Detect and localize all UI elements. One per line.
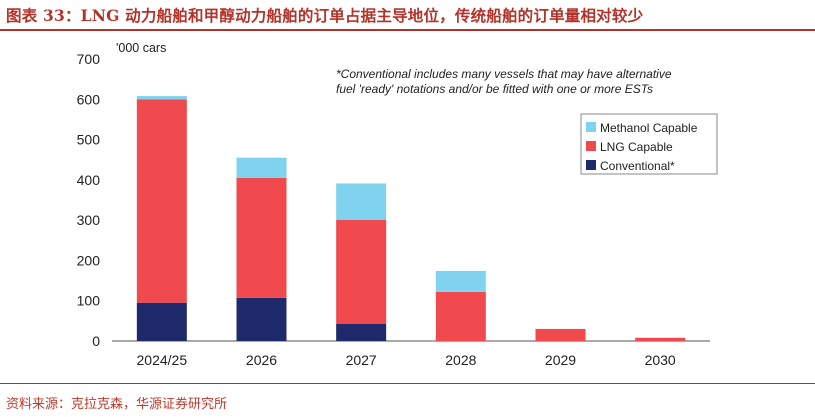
- y-tick-label: 0: [92, 333, 100, 349]
- y-tick-label: 400: [77, 172, 101, 188]
- y-tick-label: 700: [77, 51, 101, 67]
- x-tick-label: 2028: [445, 352, 476, 368]
- bar-segment-methanol-capable: [136, 96, 187, 100]
- bar-segment-conventional: [236, 297, 287, 341]
- legend-label: Conventional*: [600, 159, 675, 173]
- bar-segment-methanol-capable: [336, 183, 387, 220]
- y-tick-label: 100: [77, 293, 101, 309]
- bar-segment-methanol-capable: [435, 270, 486, 292]
- y-tick-label: 200: [77, 252, 101, 268]
- bar-segment-lng-capable: [435, 291, 486, 341]
- x-tick-label: 2030: [645, 352, 676, 368]
- bar-segment-lng-capable: [635, 337, 686, 341]
- legend-swatch: [586, 160, 596, 170]
- x-tick-label: 2027: [346, 352, 377, 368]
- figure-title: 图表 33：LNG 动力船舶和甲醇动力船舶的订单占据主导地位，传统船舶的订单量相…: [6, 6, 644, 25]
- y-tick-label: 300: [77, 212, 101, 228]
- bar-segment-methanol-capable: [236, 157, 287, 178]
- legend-swatch: [586, 122, 596, 132]
- bar-segment-conventional: [136, 302, 187, 341]
- bar-segment-lng-capable: [535, 328, 586, 341]
- x-tick-label: 2029: [545, 352, 576, 368]
- source-note: 资料来源：克拉克森，华源证券研究所: [6, 397, 228, 412]
- bar-segment-lng-capable: [236, 177, 287, 298]
- legend-box: [580, 113, 718, 175]
- annotation-line: fuel 'ready' notations and/or be fitted …: [336, 82, 653, 96]
- title-divider: [0, 29, 815, 31]
- legend-label: Methanol Capable: [600, 121, 698, 135]
- y-tick-label: 500: [77, 132, 101, 148]
- legend-label: LNG Capable: [600, 140, 673, 154]
- bar-segment-lng-capable: [336, 219, 387, 324]
- bar-segment-lng-capable: [136, 99, 187, 303]
- bar-segment-conventional: [336, 323, 387, 341]
- x-tick-label: 2026: [246, 352, 277, 368]
- y-tick-label: 600: [77, 91, 101, 107]
- annotation-line: *Conventional includes many vessels that…: [336, 67, 672, 81]
- legend-swatch: [586, 141, 596, 151]
- x-tick-label: 2024/25: [137, 352, 188, 368]
- source-divider: [0, 383, 815, 384]
- y-unit-label: '000 cars: [116, 41, 166, 55]
